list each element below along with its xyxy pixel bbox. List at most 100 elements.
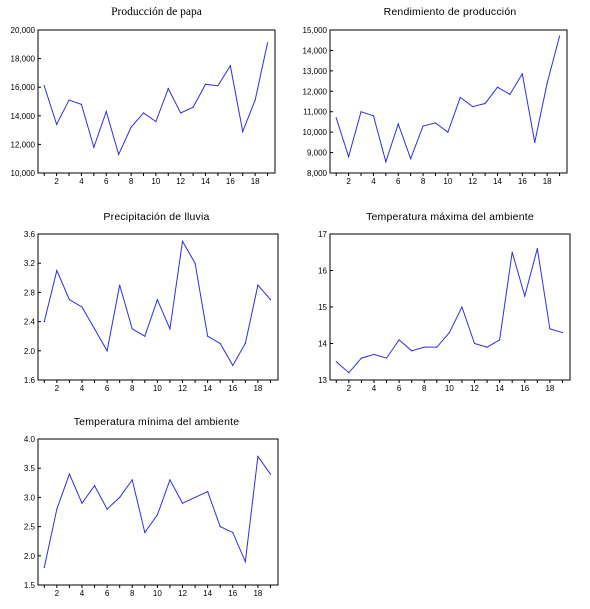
data-point — [56, 508, 58, 510]
x-tick-label: 6 — [105, 384, 110, 393]
data-point — [192, 106, 194, 108]
plot-frame — [329, 233, 571, 381]
chart-plot: 10,000 12,000 14,000 16,000 18,000 20,000 2 4 6 8… — [11, 26, 276, 186]
data-point — [119, 496, 121, 498]
data-point — [130, 126, 132, 128]
data-point — [423, 346, 425, 348]
data-point — [398, 339, 400, 341]
y-tick-label: 12,000 — [11, 140, 36, 149]
data-point — [105, 110, 107, 113]
data-point — [373, 353, 375, 356]
x-tick-label: 10 — [153, 384, 162, 393]
data-point — [473, 342, 476, 345]
data-point — [181, 240, 184, 242]
plot-frame — [37, 29, 276, 174]
data-point — [93, 146, 95, 148]
data-point — [459, 96, 461, 99]
data-point — [534, 141, 536, 143]
data-point — [68, 473, 71, 475]
data-point — [524, 295, 526, 297]
data-point — [118, 153, 120, 156]
data-point — [461, 306, 463, 308]
data-point — [232, 531, 234, 534]
data-point — [56, 269, 58, 272]
x-tick-label: 2 — [54, 177, 59, 186]
data-point — [219, 526, 221, 528]
data-point — [546, 82, 548, 84]
y-tick-label: 16 — [318, 267, 327, 276]
series-line — [335, 36, 561, 164]
chart-plot: 8,000 9,000 10,000 11,000 12,000 13,000 14,000… — [303, 26, 568, 186]
data-point — [434, 122, 437, 124]
series-line — [335, 248, 563, 374]
data-point — [335, 361, 337, 363]
data-point — [472, 106, 474, 108]
y-tick-label: 11,000 — [303, 108, 327, 117]
data-point — [484, 102, 486, 105]
y-tick-label: 3.2 — [24, 259, 36, 268]
data-point — [167, 88, 169, 90]
x-tick-label: 2 — [346, 177, 351, 186]
chart-panel-produccion: Producción de papa 10,000 12,000 14,000 16,… — [0, 0, 295, 200]
data-point — [43, 321, 45, 323]
data-point — [360, 111, 362, 113]
chart-plot: 1.5 2.0 2.5 3.0 3.5 4.0 2 4 6 8 10 12 14 16 18 — [24, 435, 279, 598]
y-tick-label: 4.0 — [24, 435, 36, 444]
data-point — [499, 339, 501, 341]
data-point — [169, 328, 171, 330]
y-tick-label: 2.0 — [24, 347, 36, 356]
data-point — [410, 158, 412, 160]
data-point — [219, 342, 221, 345]
data-point — [156, 514, 158, 516]
y-tick-label: 18,000 — [11, 55, 36, 64]
x-tick-label: 2 — [347, 384, 352, 393]
y-tick-label: 1.5 — [24, 581, 36, 590]
y-tick-label: 14,000 — [303, 46, 328, 55]
x-tick-label: 16 — [518, 177, 527, 186]
data-point — [81, 502, 83, 504]
data-point — [207, 335, 209, 337]
data-point — [119, 284, 121, 286]
x-tick-label: 12 — [178, 384, 187, 393]
y-tick-label: 15,000 — [303, 26, 328, 35]
x-tick-label: 8 — [129, 177, 134, 186]
data-point — [521, 73, 523, 75]
x-tick-label: 6 — [104, 177, 109, 186]
data-point — [68, 99, 70, 101]
x-tick-label: 16 — [228, 589, 237, 598]
data-point — [348, 156, 350, 158]
x-tick-label: 8 — [130, 384, 135, 393]
x-tick-label: 12 — [468, 177, 477, 186]
x-tick-label: 10 — [445, 384, 454, 393]
y-tick-label: 2.4 — [24, 318, 36, 327]
data-point — [244, 561, 246, 563]
y-tick-label: 14,000 — [11, 112, 36, 121]
x-tick-label: 6 — [396, 177, 401, 186]
x-tick-label: 2 — [55, 589, 60, 598]
data-point — [254, 99, 256, 101]
data-point — [181, 502, 184, 504]
data-point — [106, 508, 108, 510]
data-point — [244, 342, 246, 345]
x-tick-label: 16 — [226, 177, 235, 186]
chart-title: Rendimiento de producción — [383, 6, 517, 18]
data-point — [242, 130, 244, 133]
plot-frame — [37, 233, 279, 381]
data-point — [80, 103, 83, 105]
data-point — [385, 357, 388, 359]
data-point — [131, 479, 133, 481]
data-point — [43, 85, 45, 87]
y-tick-label: 8,000 — [307, 169, 328, 178]
x-tick-label: 10 — [443, 177, 452, 186]
x-tick-label: 18 — [251, 177, 260, 186]
y-tick-label: 13,000 — [303, 67, 328, 76]
chart-title: Precipitación de lluvia — [103, 211, 210, 223]
data-point — [549, 328, 551, 330]
data-point — [436, 346, 438, 348]
y-tick-label: 13 — [318, 376, 327, 385]
data-point — [257, 284, 259, 286]
data-point — [558, 35, 561, 37]
y-tick-label: 12,000 — [303, 87, 328, 96]
y-tick-label: 14 — [318, 340, 327, 349]
x-tick-label: 8 — [422, 384, 427, 393]
